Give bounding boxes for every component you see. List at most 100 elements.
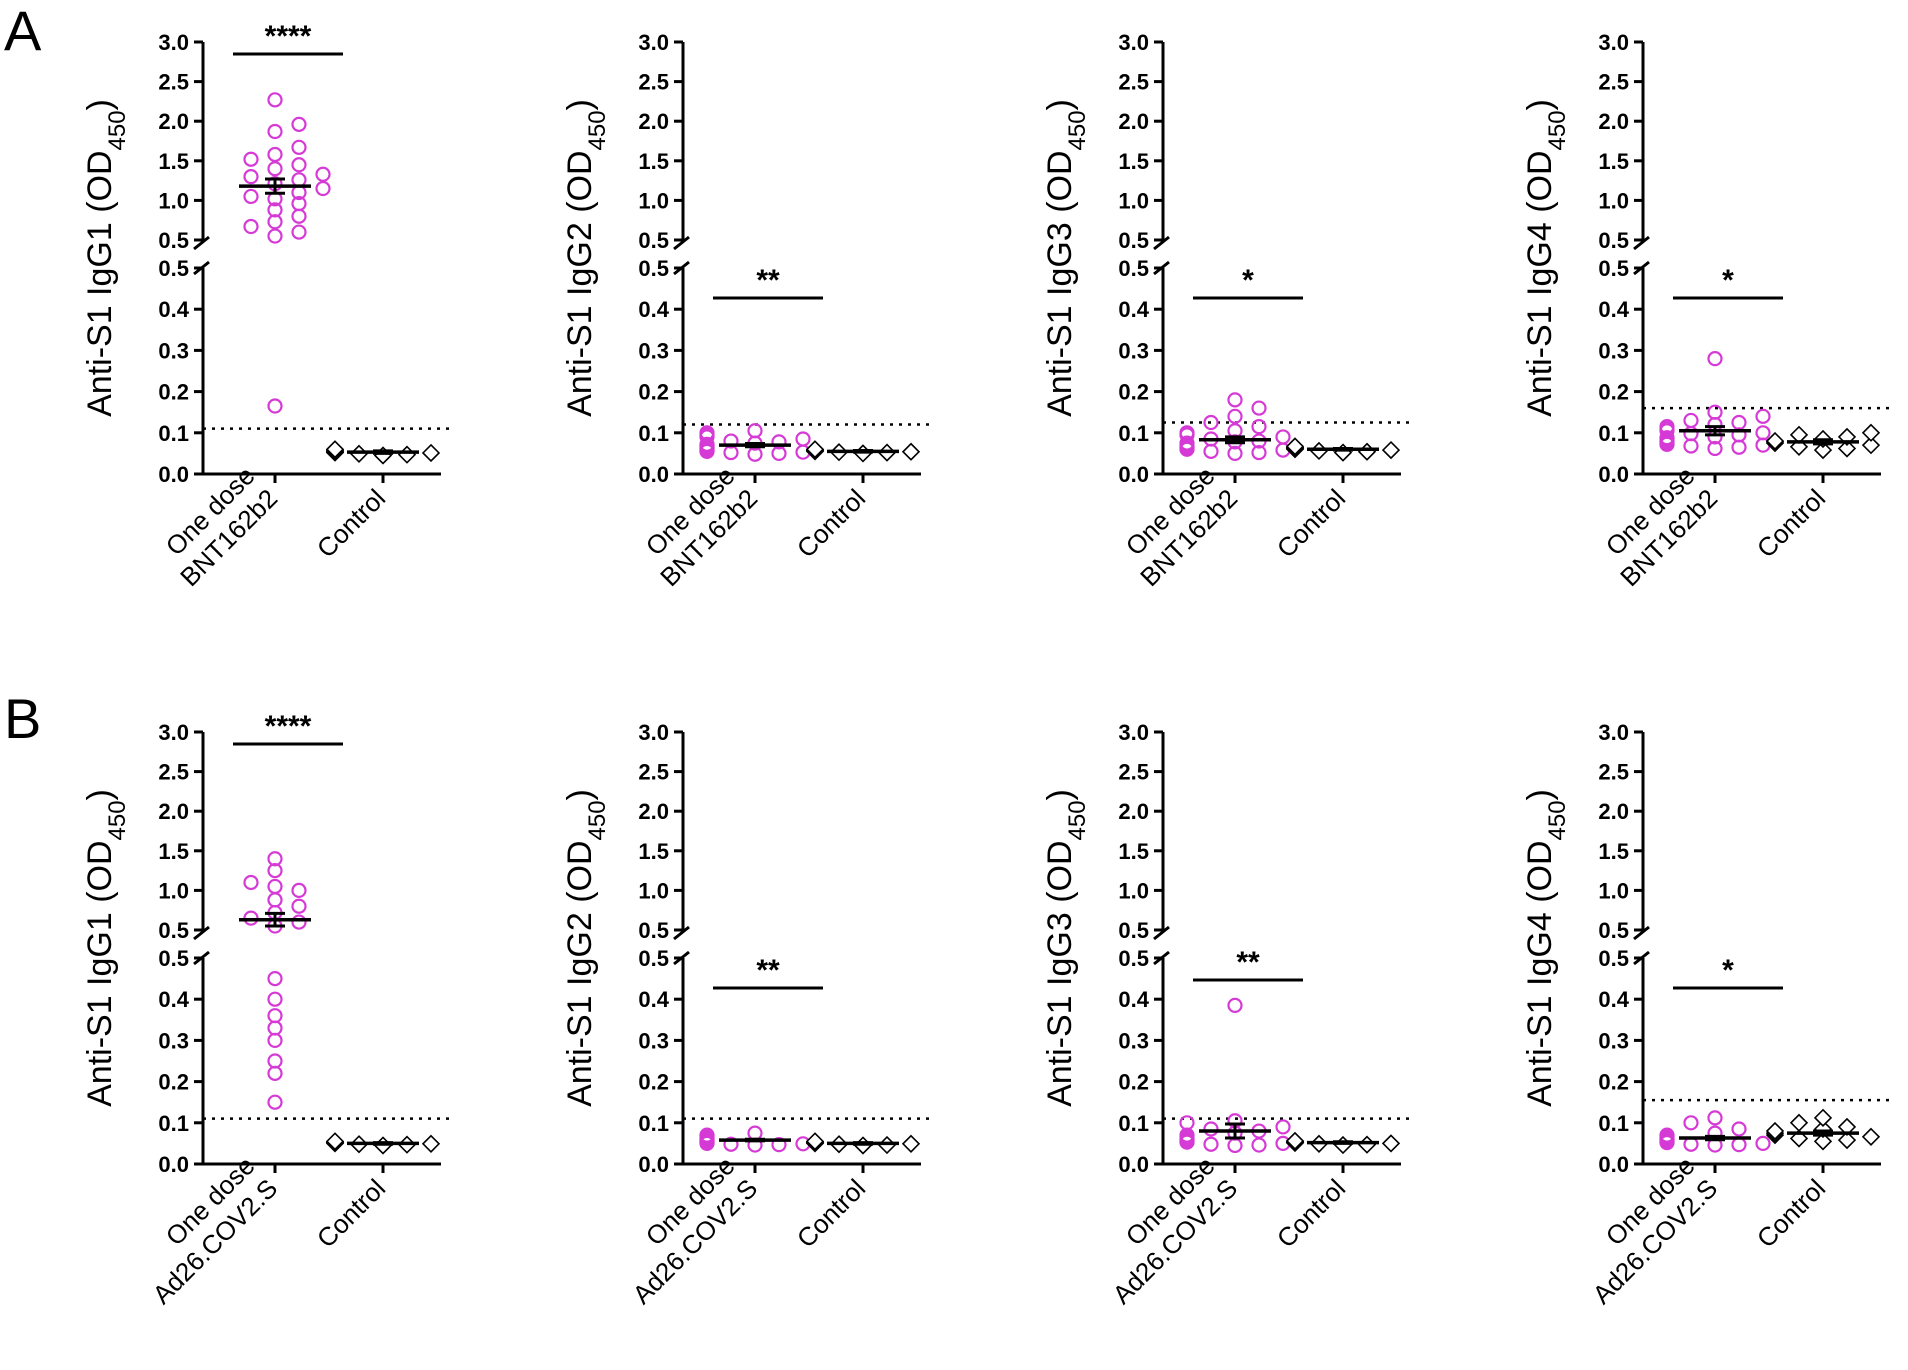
category-label: One doseAd26.COV2.S	[124, 1150, 283, 1309]
y-tick-label: 0.5	[158, 918, 189, 943]
y-tick-label: 0.5	[638, 918, 669, 943]
axis-break-mark	[1153, 235, 1170, 251]
category-label: One doseAd26.COV2.S	[1564, 1150, 1723, 1309]
category-label: Control	[791, 1173, 871, 1253]
y-tick-label: 2.5	[1598, 760, 1629, 785]
y-tick-label: 2.0	[1598, 799, 1629, 824]
data-point	[699, 1127, 715, 1143]
y-tick-label: 1.0	[1598, 878, 1629, 903]
data-point	[291, 172, 307, 188]
data-point	[291, 882, 307, 899]
y-tick-label: 0.5	[1598, 946, 1629, 971]
data-point	[291, 898, 307, 914]
data-point	[267, 398, 283, 414]
data-point	[1179, 1115, 1195, 1131]
data-point	[1707, 440, 1723, 457]
data-point	[1659, 430, 1675, 446]
y-tick-label: 2.5	[158, 760, 189, 785]
y-tick-label: 0.4	[158, 297, 189, 322]
y-axis-label: Anti-S1 IgG1 (OD450)	[81, 789, 131, 1107]
data-point	[243, 151, 259, 167]
data-point	[267, 161, 283, 177]
y-tick-label: 0.3	[638, 338, 669, 363]
axis-break-mark	[1633, 235, 1650, 251]
data-point	[1789, 1113, 1809, 1132]
y-tick-label: 1.5	[1118, 839, 1149, 864]
chart-b-1: 0.0 0.1 0.2 0.3 0.4 0.5 0.5 1.0 1.5 2.0 2.5 3.0 Anti…	[81, 710, 449, 1310]
data-point	[1179, 435, 1195, 451]
y-tick-label: 0.0	[638, 462, 669, 487]
data-point	[747, 423, 763, 439]
y-tick-label: 0.3	[638, 1028, 669, 1053]
y-tick-label: 0.5	[1118, 918, 1149, 943]
data-point	[1203, 1121, 1219, 1137]
data-point	[1251, 400, 1267, 416]
data-point	[1683, 438, 1699, 454]
y-tick-label: 1.5	[638, 149, 669, 174]
y-tick-label: 0.0	[158, 462, 189, 487]
significance-label: **	[1236, 946, 1260, 979]
y-tick-label: 0.4	[1598, 987, 1629, 1012]
y-tick-label: 1.5	[1118, 149, 1149, 174]
data-point	[291, 208, 307, 224]
chart-b-3: 0.0 0.1 0.2 0.3 0.4 0.5 0.5 1.0 1.5 2.0 2.5 3.0 Anti…	[1041, 720, 1409, 1310]
y-axis-label: Anti-S1 IgG4 (OD450)	[1521, 99, 1571, 417]
y-tick-label: 0.2	[638, 380, 669, 405]
y-tick-label: 3.0	[158, 30, 189, 55]
data-point	[243, 169, 259, 185]
data-point	[267, 1065, 283, 1081]
chart-a-3: 0.0 0.1 0.2 0.3 0.4 0.5 0.5 1.0 1.5 2.0 2.5 3.0 Anti…	[1041, 30, 1409, 592]
y-axis-label: Anti-S1 IgG3 (OD450)	[1041, 789, 1091, 1107]
data-point	[267, 228, 283, 244]
category-label: One doseAd26.COV2.S	[604, 1150, 763, 1309]
data-point	[1179, 425, 1195, 441]
y-tick-label: 1.5	[158, 149, 189, 174]
data-point	[1707, 1110, 1723, 1126]
data-point	[1707, 404, 1723, 420]
axis-break-mark	[673, 925, 690, 941]
data-point	[267, 1094, 283, 1110]
data-point	[1765, 1121, 1785, 1141]
data-point	[795, 431, 811, 447]
axis-break-mark	[673, 235, 690, 251]
y-tick-label: 0.5	[1118, 256, 1149, 281]
significance-label: *	[1722, 264, 1734, 297]
data-point	[1285, 437, 1305, 456]
y-tick-label: 2.5	[638, 760, 669, 785]
data-point	[1731, 1121, 1747, 1137]
data-point	[1765, 431, 1785, 451]
data-point	[805, 440, 825, 459]
data-point	[1861, 436, 1881, 455]
data-point	[397, 445, 417, 464]
data-point	[723, 433, 739, 449]
y-tick-label: 2.5	[1598, 70, 1629, 95]
y-tick-label: 0.2	[638, 1070, 669, 1095]
y-tick-label: 2.0	[158, 799, 189, 824]
data-point	[1683, 412, 1699, 429]
data-point	[1813, 440, 1833, 460]
y-tick-label: 1.0	[1118, 188, 1149, 213]
y-axis-label: Anti-S1 IgG2 (OD450)	[561, 99, 611, 417]
y-tick-label: 1.0	[638, 878, 669, 903]
data-point	[1755, 1135, 1771, 1152]
y-tick-label: 0.1	[1118, 421, 1149, 446]
data-point	[267, 991, 283, 1007]
axis-break-mark	[1153, 925, 1170, 941]
significance-label: **	[756, 264, 780, 297]
data-point	[267, 1020, 283, 1036]
y-tick-label: 1.5	[158, 839, 189, 864]
data-point	[771, 1137, 787, 1153]
y-tick-label: 0.2	[158, 1070, 189, 1095]
y-tick-label: 0.3	[1118, 338, 1149, 363]
y-tick-label: 0.3	[158, 338, 189, 363]
data-point	[1251, 419, 1267, 435]
y-tick-label: 0.2	[1118, 1070, 1149, 1095]
y-tick-label: 0.2	[158, 380, 189, 405]
data-point	[1251, 444, 1267, 461]
y-tick-label: 3.0	[1598, 720, 1629, 745]
significance-label: *	[1722, 954, 1734, 987]
y-tick-label: 0.1	[638, 421, 669, 446]
y-tick-label: 2.0	[638, 109, 669, 134]
data-point	[1813, 1108, 1833, 1127]
data-point	[1227, 445, 1243, 461]
